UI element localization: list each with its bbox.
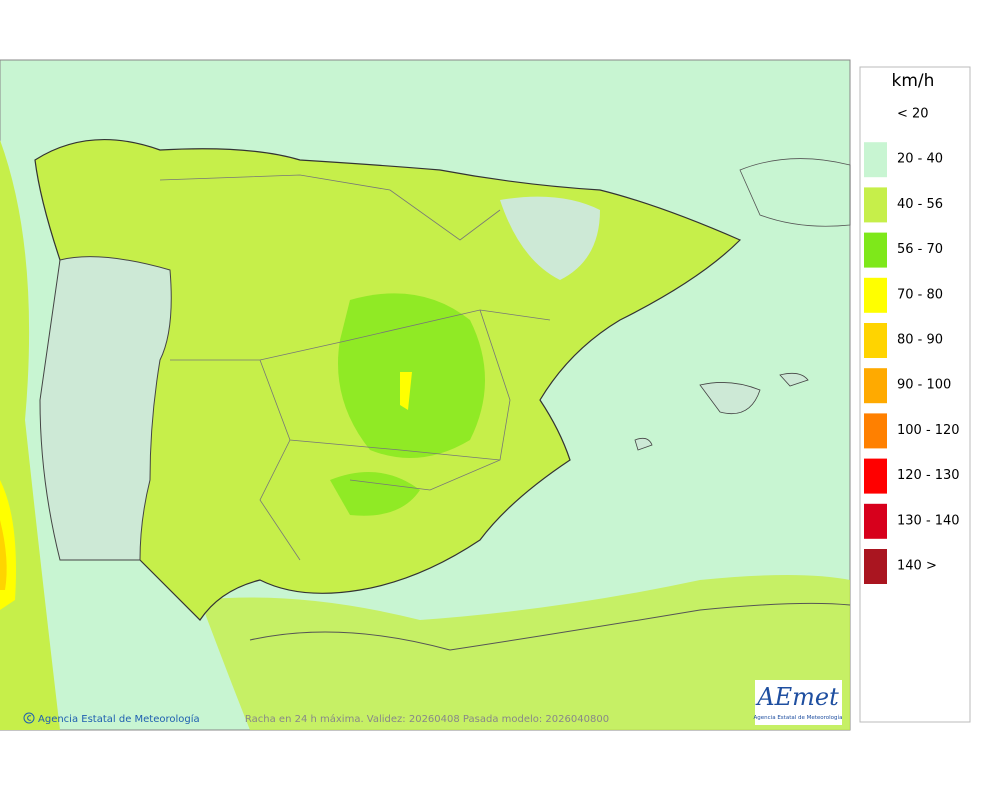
legend-label: 70 - 80: [897, 287, 943, 302]
portugal: [39, 256, 172, 561]
caption: Racha en 24 h máxima. Validez: 20260408 …: [245, 713, 609, 725]
legend-label: < 20: [897, 107, 929, 122]
south-gust-zone: [330, 472, 420, 516]
legend-swatch: [864, 413, 887, 449]
legend-swatch: [864, 142, 887, 178]
legend-swatch: [864, 277, 887, 313]
central-peak: [400, 372, 412, 410]
africa-coast: [249, 602, 851, 651]
ebro-zone: [500, 196, 600, 280]
france: [739, 158, 851, 227]
ibiza: [634, 437, 653, 451]
legend-swatch: [864, 368, 887, 404]
legend-label: 140 >: [897, 559, 937, 574]
legend-swatch: [864, 503, 887, 539]
logo-box: [755, 680, 842, 725]
mallorca: [699, 382, 761, 415]
logo-subtitle: Agencia Estatal de Meteorología: [754, 714, 843, 721]
legend-swatch: [864, 323, 887, 358]
legend-label: 56 - 70: [897, 242, 943, 257]
menorca: [779, 372, 809, 387]
legend-swatch: [864, 549, 887, 584]
legend-label: 90 - 100: [897, 378, 951, 393]
copyright-icon-c: [27, 715, 32, 721]
legend-label: 120 - 130: [897, 468, 960, 483]
copyright-text: Agencia Estatal de Meteorología: [38, 713, 200, 725]
legend-label: 40 - 56: [897, 197, 943, 212]
legend-label: 80 - 90: [897, 333, 943, 348]
legend-label: 100 - 120: [897, 423, 960, 438]
copyright: Agencia Estatal de Meteorología: [23, 712, 200, 725]
logo: AEmet Agencia Estatal de Meteorología: [754, 680, 843, 725]
legend-unit: km/h: [892, 71, 935, 91]
logo-name: AEmet: [755, 683, 839, 711]
legend-label: 20 - 40: [897, 152, 943, 167]
legend-swatch: [864, 458, 887, 494]
legend-swatch: [864, 187, 887, 223]
copyright-icon: [23, 712, 35, 724]
atlantic-core: [0, 520, 7, 590]
legend-swatch: [864, 232, 887, 268]
legend-label: 130 - 140: [897, 513, 960, 528]
legend: km/h < 20 20 - 40 40 - 56 56 - 70 70 - 80 80 …: [859, 66, 971, 723]
region-borders: [159, 174, 551, 561]
map: [0, 59, 851, 731]
north-africa-zone: [200, 575, 850, 730]
